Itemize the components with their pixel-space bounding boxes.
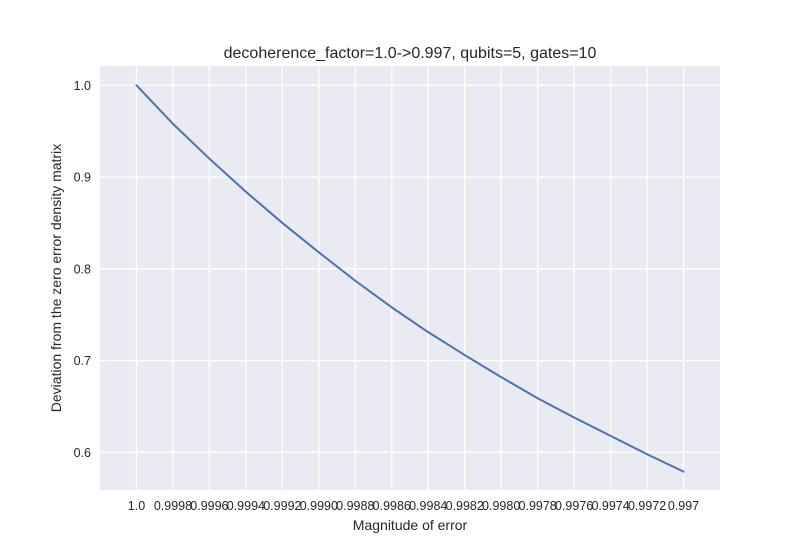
data-point — [610, 435, 612, 437]
x-tick-label: 0.9976 — [555, 499, 593, 513]
chart-title: decoherence_factor=1.0->0.997, qubits=5,… — [224, 45, 597, 62]
x-tick-label: 0.9988 — [336, 499, 374, 513]
data-point — [464, 354, 466, 356]
x-tick-label: 1.0 — [128, 499, 145, 513]
y-tick-label: 0.6 — [74, 446, 91, 460]
x-tick-label: 0.9996 — [190, 499, 228, 513]
x-axis-label: Magnitude of error — [353, 517, 468, 533]
x-tick-labels: 1.0 0.99980.99960.99940.99920.99900.99880… — [128, 499, 699, 513]
y-tick-label: 1.0 — [74, 79, 91, 93]
x-tick-label: 0.9992 — [263, 499, 301, 513]
x-tick-label: 0.9980 — [482, 499, 520, 513]
data-point — [427, 331, 429, 333]
data-point — [245, 191, 247, 193]
data-point — [646, 453, 648, 455]
x-tick-label: 0.9986 — [373, 499, 411, 513]
data-point — [208, 158, 210, 160]
x-tick-label: 0.9982 — [446, 499, 484, 513]
x-tick-label: 0.9998 — [154, 499, 192, 513]
x-gridlines — [135, 66, 685, 490]
series-layer — [135, 84, 685, 473]
data-point — [172, 123, 174, 125]
data-point — [500, 376, 502, 378]
y-gridlines — [100, 84, 720, 454]
y-axis-label: Deviation from the zero error density ma… — [48, 144, 64, 412]
data-point — [573, 416, 575, 418]
data-point — [354, 280, 356, 282]
y-tick-label: 0.7 — [74, 354, 91, 368]
x-tick-label: 0.9994 — [227, 499, 265, 513]
data-point — [391, 306, 393, 308]
x-tick-label: 0.997 — [668, 499, 699, 513]
data-point — [683, 471, 685, 473]
y-tick-label: 0.8 — [74, 262, 91, 276]
x-tick-label: 0.9972 — [628, 499, 666, 513]
y-tick-label: 0.9 — [74, 171, 91, 185]
y-tick-labels: 0.6 0.7 0.8 0.9 1.0 — [74, 79, 91, 460]
x-tick-label: 0.9984 — [409, 499, 447, 513]
data-point — [318, 251, 320, 253]
series-line — [135, 84, 685, 473]
data-point — [537, 397, 539, 399]
x-tick-label: 0.9978 — [519, 499, 557, 513]
data-point — [135, 84, 137, 86]
plot-area — [100, 66, 720, 490]
data-point — [281, 222, 283, 224]
x-tick-label: 0.9990 — [300, 499, 338, 513]
x-tick-label: 0.9974 — [591, 499, 629, 513]
